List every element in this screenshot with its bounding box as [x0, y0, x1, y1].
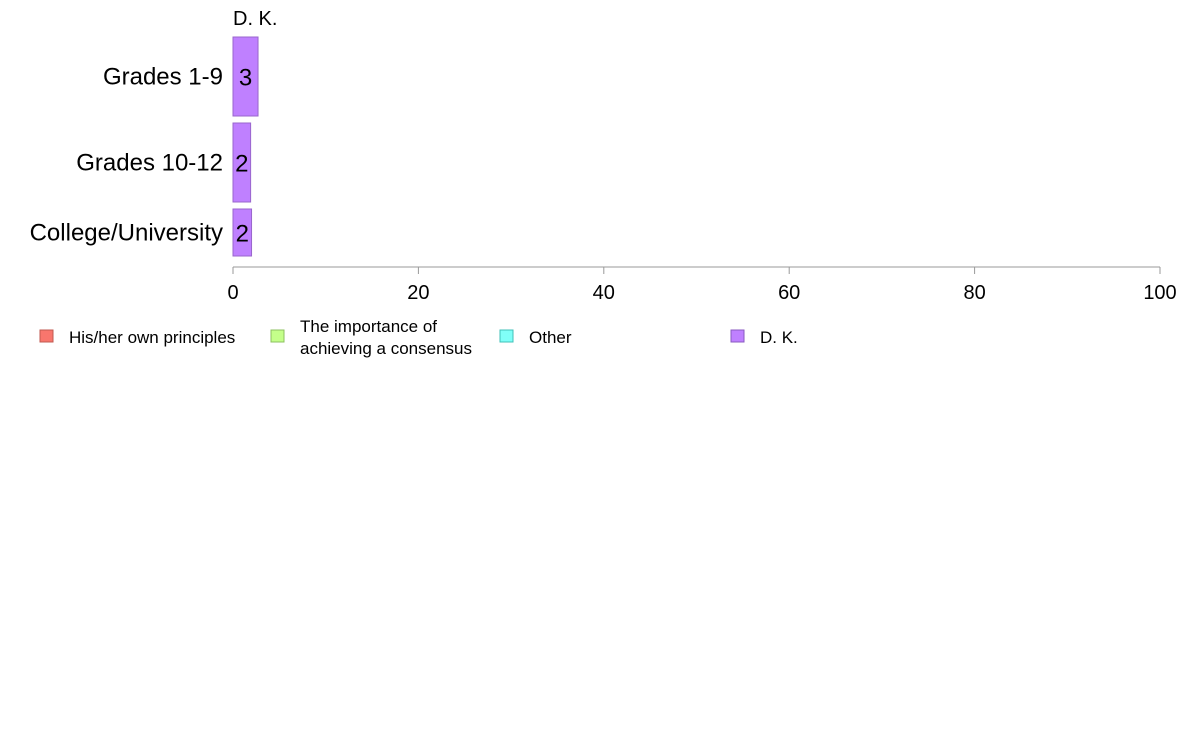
legend-swatch — [499, 329, 514, 343]
bar-segment — [232, 36, 259, 117]
legend: His/her own principles The importance of a… — [39, 317, 798, 358]
category-label: Grades 1-9 — [103, 64, 223, 91]
legend-label: His/her own principles — [69, 328, 235, 347]
category-label: College/University — [30, 220, 223, 247]
category-label: Grades 10-12 — [76, 150, 223, 177]
x-tick-label: 40 — [593, 282, 615, 304]
legend-label: achieving a consensus — [300, 339, 472, 358]
bar-value-label: 3 — [239, 65, 252, 92]
legend-label: Other — [529, 328, 572, 347]
x-tick-label: 100 — [1143, 282, 1176, 304]
x-tick-label: 20 — [407, 282, 429, 304]
x-tick-label: 80 — [963, 282, 985, 304]
x-tick-label: 60 — [778, 282, 800, 304]
bars-group — [232, 36, 259, 257]
panel-title: D. K. — [233, 8, 277, 30]
bar-value-label: 2 — [235, 151, 248, 178]
x-tick-label: 0 — [227, 282, 238, 304]
legend-swatch — [39, 329, 54, 343]
bar-segment — [232, 122, 252, 203]
x-axis: 0 20 40 60 80 100 — [227, 266, 1177, 304]
legend-swatch — [730, 329, 745, 343]
bar-value-label: 2 — [236, 221, 249, 248]
legend-label: The importance of — [300, 317, 437, 336]
bar-value-labels: 3 2 2 — [235, 65, 252, 248]
category-labels: Grades 1-9 Grades 10-12 College/University — [30, 64, 223, 247]
legend-label: D. K. — [760, 328, 798, 347]
bar-segment — [232, 208, 253, 257]
legend-swatch — [270, 329, 285, 343]
